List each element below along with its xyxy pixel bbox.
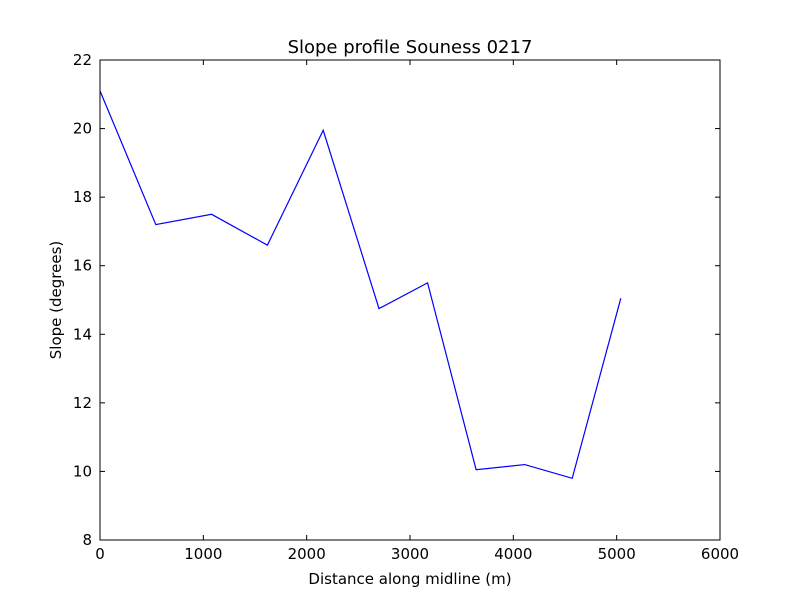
- chart-title: Slope profile Souness 0217: [288, 37, 533, 58]
- y-tick-label: 12: [73, 394, 92, 412]
- y-tick-label: 8: [82, 531, 92, 549]
- y-tick-label: 22: [73, 51, 92, 69]
- y-tick-label: 20: [73, 120, 92, 138]
- x-axis: 0 1000 2000 3000 4000 5000 6000: [95, 60, 739, 563]
- x-tick-label: 4000: [494, 545, 532, 563]
- axes-frame: [99, 59, 721, 541]
- y-axis-label: Slope (degrees): [47, 241, 65, 359]
- x-tick-label: 3000: [391, 545, 429, 563]
- series-line-0: [99, 90, 622, 480]
- x-tick-label: 1000: [184, 545, 222, 563]
- x-tick-label: 6000: [701, 545, 739, 563]
- y-axis: 8 10 12 14 16 18 20 22: [73, 51, 720, 549]
- x-tick-label: 5000: [598, 545, 636, 563]
- y-tick-label: 10: [73, 462, 92, 480]
- y-tick-label: 18: [73, 188, 92, 206]
- y-tick-label: 16: [73, 257, 92, 275]
- y-tick-label: 14: [73, 325, 92, 343]
- x-tick-label: 0: [95, 545, 105, 563]
- plot-area: [99, 90, 622, 480]
- x-axis-label: Distance along midline (m): [308, 570, 511, 588]
- x-tick-label: 2000: [288, 545, 326, 563]
